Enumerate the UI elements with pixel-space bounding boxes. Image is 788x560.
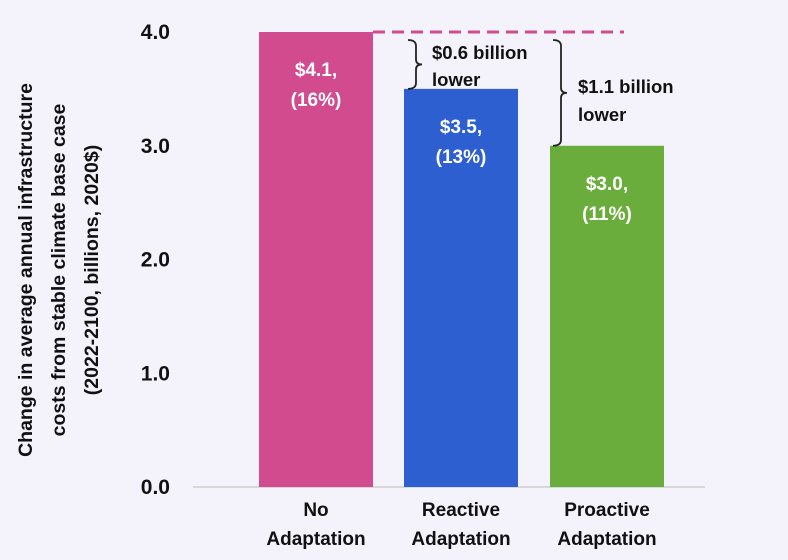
annotation-text: $1.1 billion [578, 76, 674, 97]
bar [259, 32, 373, 487]
y-axis-title: Change in average annual infrastructure c… [15, 83, 103, 457]
annotation-text: $0.6 billion [432, 42, 528, 63]
category-label: No [303, 500, 328, 521]
category-label: Adaptation [411, 529, 510, 550]
bar-data-label: (11%) [582, 204, 632, 225]
bar-data-label: (16%) [291, 90, 342, 111]
annotation-text: lower [578, 104, 626, 125]
category-label: Proactive [564, 500, 650, 521]
bar-data-label: (13%) [436, 147, 487, 168]
y-tick-label: 1.0 [141, 362, 170, 385]
y-tick-label: 4.0 [141, 21, 170, 44]
difference-annotations: $0.6 billion lower $1.1 billion lower [407, 39, 674, 147]
category-label: Adaptation [557, 529, 656, 550]
brace [552, 39, 568, 147]
category-labels: No Adaptation Reactive Adaptation Proactive A… [266, 500, 656, 550]
y-axis-title-line: (2022-2100, billions, 2020$) [81, 145, 103, 395]
y-tick-label: 3.0 [141, 135, 170, 158]
category-label: Reactive [422, 500, 500, 521]
bar [550, 145, 664, 487]
y-axis-title-line: Change in average annual infrastructure [15, 83, 37, 457]
annotation-text: lower [432, 69, 480, 90]
y-axis-title-line: costs from stable climate base case [48, 103, 70, 436]
category-label: Adaptation [266, 529, 365, 550]
y-tick-label: 0.0 [141, 476, 170, 499]
bar-data-label: $4.1, [295, 60, 337, 81]
bar [404, 88, 518, 487]
bar-data-label: $3.0, [586, 174, 628, 195]
bars [259, 32, 664, 487]
data-labels: $4.1, (16%) $3.5, (13%) $3.0, (11%) [291, 60, 632, 225]
y-axis-ticks: 0.0 1.0 2.0 3.0 4.0 [141, 21, 170, 499]
brace [407, 39, 423, 90]
y-tick-label: 2.0 [141, 249, 170, 272]
bar-data-label: $3.5, [440, 117, 482, 138]
